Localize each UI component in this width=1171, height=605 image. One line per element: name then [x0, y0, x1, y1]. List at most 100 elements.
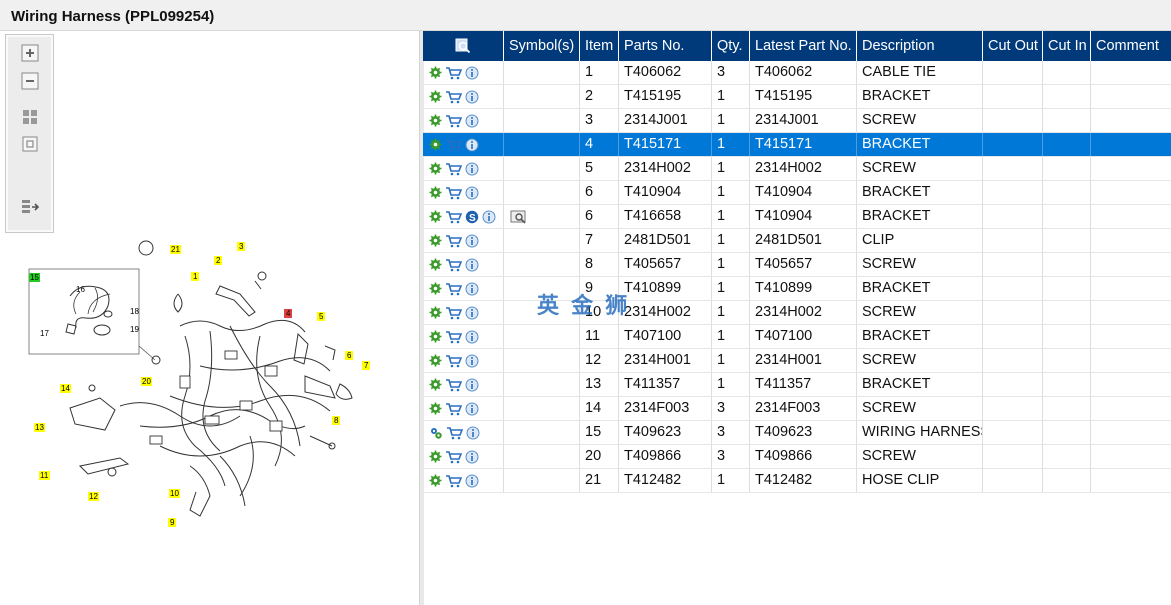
table-row[interactable]: 20 T409866 3 T409866 SCREW — [423, 445, 1171, 469]
cut-in-cell — [1043, 421, 1091, 444]
cart-icon[interactable] — [445, 90, 462, 104]
cart-icon[interactable] — [445, 378, 462, 392]
book-search-icon[interactable] — [510, 210, 528, 224]
gear-icon[interactable] — [429, 282, 442, 295]
cut-out-cell — [983, 445, 1043, 468]
column-header-cut-in[interactable]: Cut In — [1043, 31, 1091, 61]
gear-icon[interactable] — [429, 138, 442, 151]
table-row[interactable]: 11 T407100 1 T407100 BRACKET — [423, 325, 1171, 349]
gear-icon[interactable] — [429, 450, 442, 463]
column-filter-icon[interactable] — [455, 38, 471, 54]
cart-icon[interactable] — [445, 282, 462, 296]
column-header-cut-out[interactable]: Cut Out — [983, 31, 1043, 61]
column-header-comment[interactable]: Comment — [1096, 38, 1159, 54]
info-icon[interactable] — [465, 258, 479, 272]
assembly-gear-icon[interactable] — [429, 426, 443, 440]
table-row[interactable]: 14 2314F003 3 2314F003 SCREW — [423, 397, 1171, 421]
gear-icon[interactable] — [429, 90, 442, 103]
table-row[interactable]: 5 2314H002 1 2314H002 SCREW — [423, 157, 1171, 181]
column-header-symbols[interactable]: Symbol(s) — [504, 31, 580, 61]
info-icon[interactable] — [465, 330, 479, 344]
gear-icon[interactable] — [429, 162, 442, 175]
info-icon[interactable] — [465, 138, 479, 152]
zoom-out-icon[interactable] — [19, 71, 41, 91]
parts-no-cell: T407100 — [619, 325, 712, 348]
info-icon[interactable] — [482, 210, 496, 224]
gear-icon[interactable] — [429, 402, 442, 415]
gear-icon[interactable] — [429, 114, 442, 127]
cart-icon[interactable] — [445, 402, 462, 416]
cut-out-cell — [983, 349, 1043, 372]
info-icon[interactable] — [465, 66, 479, 80]
gear-icon[interactable] — [429, 330, 442, 343]
table-row[interactable]: 10 2314H002 1 2314H002 SCREW — [423, 301, 1171, 325]
cart-icon[interactable] — [445, 306, 462, 320]
table-row[interactable]: 13 T411357 1 T411357 BRACKET — [423, 373, 1171, 397]
export-icon[interactable] — [19, 197, 41, 217]
table-row[interactable]: 9 T410899 1 T410899 BRACKET — [423, 277, 1171, 301]
info-icon[interactable] — [465, 306, 479, 320]
info-icon[interactable] — [465, 402, 479, 416]
cart-icon[interactable] — [445, 258, 462, 272]
cart-icon[interactable] — [445, 114, 462, 128]
fit-window-icon[interactable] — [19, 134, 41, 154]
gear-icon[interactable] — [429, 354, 442, 367]
cut-out-cell — [983, 469, 1043, 492]
info-icon[interactable] — [466, 426, 480, 440]
cart-icon[interactable] — [445, 210, 462, 224]
info-icon[interactable] — [465, 282, 479, 296]
table-row[interactable]: 6 T410904 1 T410904 BRACKET — [423, 181, 1171, 205]
cart-icon[interactable] — [445, 66, 462, 80]
info-icon[interactable] — [465, 354, 479, 368]
zoom-in-icon[interactable] — [19, 43, 41, 63]
column-header-actions[interactable] — [423, 31, 504, 61]
info-icon[interactable] — [465, 234, 479, 248]
column-header-qty[interactable]: Qty. — [712, 31, 750, 61]
table-row[interactable]: 8 T405657 1 T405657 SCREW — [423, 253, 1171, 277]
table-row[interactable]: 7 2481D501 1 2481D501 CLIP — [423, 229, 1171, 253]
cart-icon[interactable] — [445, 186, 462, 200]
comment-cell — [1091, 157, 1171, 180]
cart-icon[interactable] — [446, 426, 463, 440]
gear-icon[interactable] — [429, 210, 442, 223]
gear-icon[interactable] — [429, 306, 442, 319]
table-row[interactable]: 2 T415195 1 T415195 BRACKET — [423, 85, 1171, 109]
gear-icon[interactable] — [429, 234, 442, 247]
info-icon[interactable] — [465, 450, 479, 464]
cart-icon[interactable] — [445, 474, 462, 488]
column-header-parts-no[interactable]: Parts No. — [619, 31, 712, 61]
column-header-item[interactable]: Item — [580, 31, 619, 61]
info-icon[interactable] — [465, 186, 479, 200]
column-header-description[interactable]: Description — [857, 31, 983, 61]
table-row[interactable]: 21 T412482 1 T412482 HOSE CLIP — [423, 469, 1171, 493]
cart-icon[interactable] — [445, 162, 462, 176]
table-row[interactable]: 12 2314H001 1 2314H001 SCREW — [423, 349, 1171, 373]
cart-icon[interactable] — [445, 330, 462, 344]
gear-icon[interactable] — [429, 474, 442, 487]
comment-cell — [1091, 373, 1171, 396]
gear-icon[interactable] — [429, 186, 442, 199]
info-icon[interactable] — [465, 90, 479, 104]
info-icon[interactable] — [465, 114, 479, 128]
gear-icon[interactable] — [429, 66, 442, 79]
table-row[interactable]: 3 2314J001 1 2314J001 SCREW — [423, 109, 1171, 133]
table-row[interactable]: S 6 T416658 1 T410904 BRACKET — [423, 205, 1171, 229]
table-row[interactable]: 1 T406062 3 T406062 CABLE TIE — [423, 61, 1171, 85]
gear-icon[interactable] — [429, 378, 442, 391]
gear-icon[interactable] — [429, 258, 442, 271]
cut-out-cell — [983, 205, 1043, 228]
substitute-s-icon[interactable]: S — [465, 210, 479, 224]
table-row[interactable]: 4 T415171 1 T415171 BRACKET — [423, 133, 1171, 157]
info-icon[interactable] — [465, 474, 479, 488]
pane-splitter[interactable] — [419, 31, 424, 605]
table-row[interactable]: 15 T409623 3 T409623 WIRING HARNESS — [423, 421, 1171, 445]
info-icon[interactable] — [465, 378, 479, 392]
cart-icon[interactable] — [445, 354, 462, 368]
fit-all-icon[interactable] — [19, 107, 41, 127]
info-icon[interactable] — [465, 162, 479, 176]
cart-icon[interactable] — [445, 234, 462, 248]
exploded-parts-diagram[interactable]: 1 2 3 4 5 6 7 8 9 10 11 12 13 14 15 16 1… — [20, 236, 380, 536]
cart-icon[interactable] — [445, 138, 462, 152]
cart-icon[interactable] — [445, 450, 462, 464]
column-header-latest-part[interactable]: Latest Part No. — [750, 31, 857, 61]
